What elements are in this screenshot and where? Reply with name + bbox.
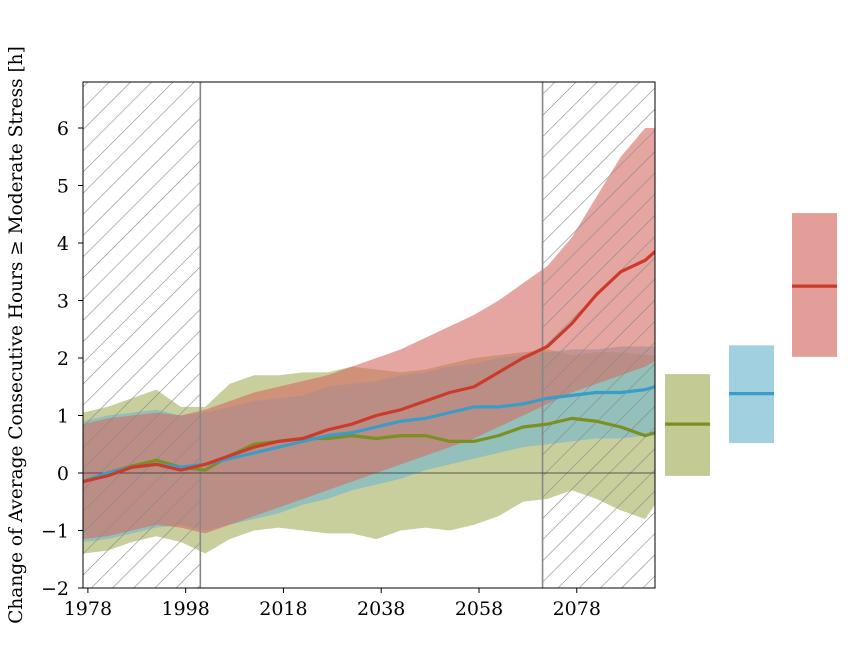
hatched-period-1 xyxy=(83,82,201,588)
y-tick-label: 3 xyxy=(57,291,69,313)
y-tick-label: −2 xyxy=(41,578,69,600)
y-tick-label: 2 xyxy=(57,348,69,370)
x-tick-label: 2018 xyxy=(259,598,307,620)
x-tick-label: 1978 xyxy=(64,598,112,620)
y-tick-label: 5 xyxy=(57,176,69,198)
x-tick-label: 1998 xyxy=(161,598,209,620)
x-tick-label: 2038 xyxy=(357,598,405,620)
y-tick-label: −1 xyxy=(41,521,69,543)
red-mean-line xyxy=(83,250,655,484)
x-tick-label: 2058 xyxy=(455,598,503,620)
y-tick-label: 4 xyxy=(57,233,69,255)
y-tick-label: 0 xyxy=(57,463,69,485)
side-boxes xyxy=(665,213,837,476)
y-axis-label: Change of Average Consecutive Hours ≥ Mo… xyxy=(6,46,27,624)
hatched-periods xyxy=(83,82,655,588)
y-tick-label: 6 xyxy=(57,118,69,140)
x-axis: 1978 1998 2018 2038 2058 2078 xyxy=(64,588,601,620)
plot-frame xyxy=(82,81,656,589)
red-band xyxy=(83,128,655,540)
x-tick-label: 2078 xyxy=(553,598,601,620)
y-tick-label: 1 xyxy=(57,406,69,428)
uncertainty-bands xyxy=(83,128,655,554)
blue-mean-line xyxy=(83,385,655,484)
y-axis: −2 −1 0 1 2 3 4 5 6 xyxy=(41,118,83,600)
mean-lines xyxy=(83,250,655,484)
